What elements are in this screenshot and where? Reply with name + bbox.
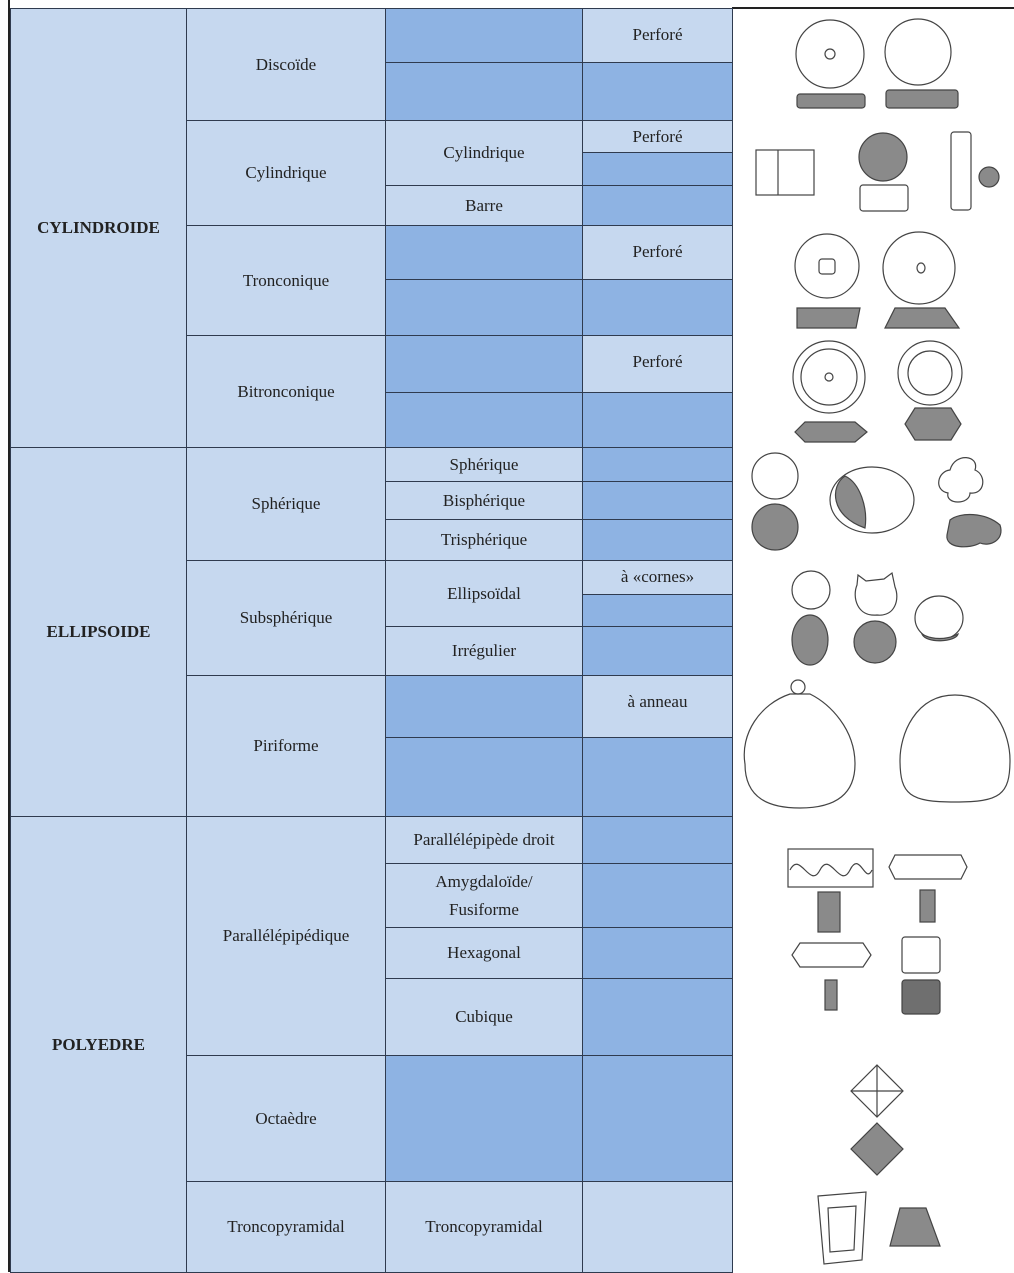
subtype-cell: Irrégulier — [385, 626, 583, 676]
subtype-cell: Bisphérique — [385, 481, 583, 520]
shape-cell: Tronconique — [186, 225, 386, 336]
subtype-cell: Cubique — [385, 978, 583, 1056]
subtype-cell: Troncopyramidal — [385, 1181, 583, 1273]
empty-cell — [582, 447, 733, 482]
empty-cell — [385, 8, 583, 63]
empty-cell — [582, 626, 733, 676]
subtype-cell: Barre — [385, 185, 583, 226]
empty-cell — [385, 1055, 583, 1182]
subtype-cell: Trisphérique — [385, 519, 583, 561]
variant-cell: à anneau — [582, 675, 733, 738]
subtype-cell: Ellipsoïdal — [385, 560, 583, 627]
subtype-cell: Hexagonal — [385, 927, 583, 979]
empty-cell — [582, 62, 733, 121]
variant-cell: Perforé — [582, 8, 733, 63]
empty-cell — [582, 152, 733, 186]
shape-cell: Sphérique — [186, 447, 386, 561]
empty-cell — [582, 392, 733, 448]
empty-cell — [582, 978, 733, 1056]
empty-cell — [385, 335, 583, 393]
empty-cell — [582, 594, 733, 627]
empty-cell — [385, 675, 583, 738]
shape-cell: Parallélépipédique — [186, 816, 386, 1056]
shape-cell: Cylindrique — [186, 120, 386, 226]
empty-cell — [582, 519, 733, 561]
empty-cell — [385, 737, 583, 817]
empty-cell — [582, 927, 733, 979]
empty-cell — [385, 392, 583, 448]
shape-cell: Troncopyramidal — [186, 1181, 386, 1273]
empty-cell — [582, 737, 733, 817]
empty-cell — [582, 185, 733, 226]
group-cell: POLYEDRE — [10, 816, 187, 1273]
subtype-cell: Sphérique — [385, 447, 583, 482]
variant-cell: à «cornes» — [582, 560, 733, 595]
empty-cell — [385, 279, 583, 336]
shape-cell: Piriforme — [186, 675, 386, 817]
shape-cell: Discoïde — [186, 8, 386, 121]
empty-cell — [385, 62, 583, 121]
left-border — [0, 0, 10, 1272]
empty-cell — [582, 481, 733, 520]
empty-cell — [582, 863, 733, 928]
shape-cell: Octaèdre — [186, 1055, 386, 1182]
empty-cell — [582, 1055, 733, 1182]
empty-cell — [582, 816, 733, 864]
empty-cell — [582, 279, 733, 336]
empty-cell — [582, 1181, 733, 1273]
empty-cell — [385, 225, 583, 280]
variant-cell: Perforé — [582, 225, 733, 280]
subtype-cell: Amygdaloïde/ Fusiforme — [385, 863, 583, 928]
shape-cell: Subsphérique — [186, 560, 386, 676]
group-cell: CYLINDROIDE — [10, 8, 187, 448]
variant-cell: Perforé — [582, 120, 733, 153]
variant-cell: Perforé — [582, 335, 733, 393]
group-cell: ELLIPSOIDE — [10, 447, 187, 817]
shape-cell: Bitronconique — [186, 335, 386, 448]
subtype-cell: Parallélépipède droit — [385, 816, 583, 864]
subtype-cell: Cylindrique — [385, 120, 583, 186]
